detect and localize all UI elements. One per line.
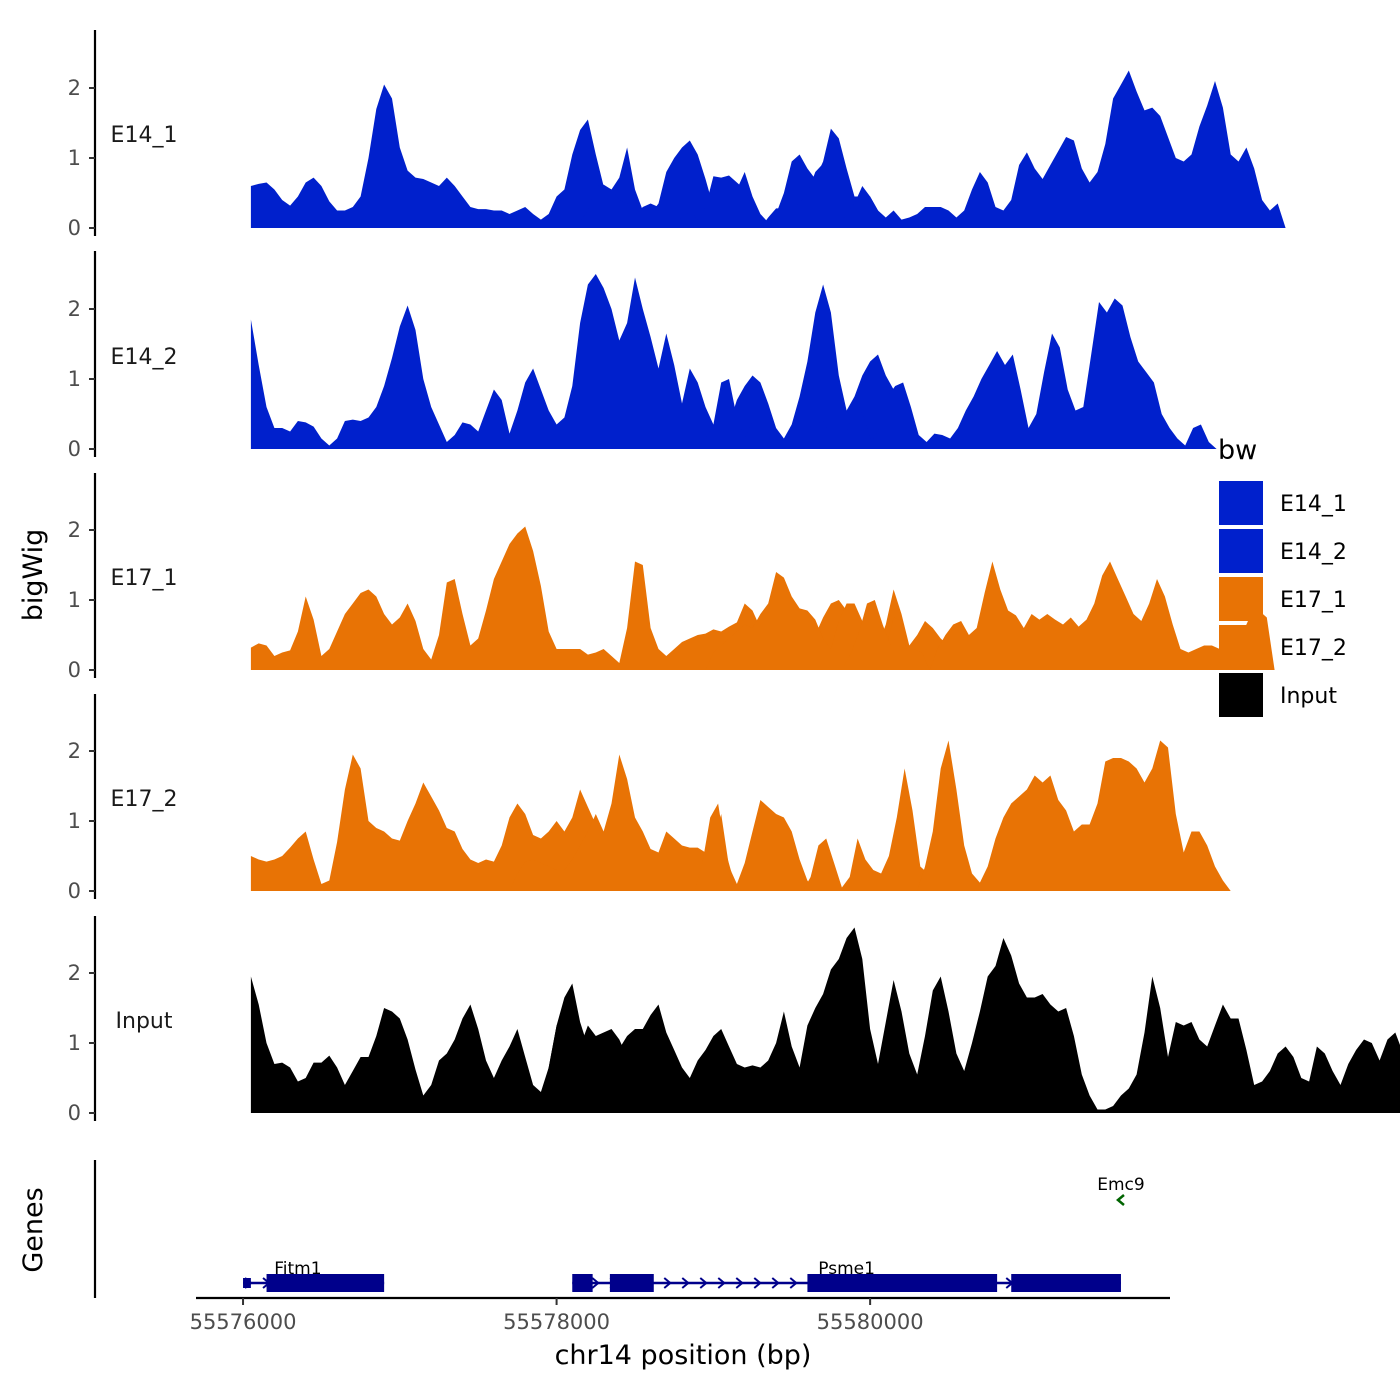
strand-arrow xyxy=(663,1277,672,1289)
x-tick-label: 55580000 xyxy=(817,1310,924,1334)
track-label: E17_1 xyxy=(111,566,178,591)
legend-label: E17_1 xyxy=(1280,588,1347,613)
legend-label: Input xyxy=(1280,684,1337,709)
coverage-area xyxy=(917,740,1231,891)
track-E14_1: 0 1 2 E14_1 xyxy=(68,30,1286,240)
strand-arrow xyxy=(717,1277,726,1289)
y-tick-label: 2 xyxy=(68,518,81,542)
coverage-area xyxy=(250,84,777,228)
legend-swatch xyxy=(1219,529,1263,573)
strand-arrow xyxy=(681,1277,690,1289)
x-axis-title: chr14 position (bp) xyxy=(555,1340,812,1371)
track-label: E14_2 xyxy=(111,345,178,370)
gene-Psme1: Psme1 xyxy=(572,1259,1121,1292)
legend-label: E17_2 xyxy=(1280,636,1347,661)
gene-exon xyxy=(266,1274,385,1292)
strand-arrow xyxy=(771,1277,780,1289)
y-tick-label: 1 xyxy=(68,1031,81,1055)
coverage-area xyxy=(509,754,816,891)
y-tick-label: 0 xyxy=(68,216,81,240)
coverage-area xyxy=(694,803,742,891)
strand-arrow xyxy=(699,1277,708,1289)
gene-exon xyxy=(609,1274,654,1292)
y-tick-label: 0 xyxy=(68,658,81,682)
gene-Fitm1: Fitm1 xyxy=(243,1259,385,1292)
y-axis-title: bigWig xyxy=(18,529,49,622)
coverage-area xyxy=(250,754,628,891)
track-label: Input xyxy=(116,1009,173,1034)
x-tick-label: 55576000 xyxy=(190,1310,297,1334)
legend-label: E14_1 xyxy=(1280,492,1347,517)
y-tick-label: 0 xyxy=(68,879,81,903)
track-label: E17_2 xyxy=(111,787,178,812)
x-tick-label: 55578000 xyxy=(503,1310,610,1334)
coverage-area xyxy=(843,561,1275,670)
genes-axis-title: Genes xyxy=(18,1187,49,1272)
gene-exon xyxy=(243,1278,251,1288)
gene-exon xyxy=(807,1274,998,1292)
track-E17_2: 0 1 2 E17_2 xyxy=(68,694,1231,903)
legend-item-Input: Input xyxy=(1219,673,1337,717)
axis-layer: 55576000 55578000 55580000 xyxy=(190,1296,1170,1334)
y-tick-label: 1 xyxy=(68,146,81,170)
legend-item-E14_1: E14_1 xyxy=(1219,481,1347,525)
legend: bw E14_1 E14_2 E17_1 E17_2 Input xyxy=(1218,435,1347,717)
legend-item-E14_2: E14_2 xyxy=(1219,529,1347,573)
genes-layer: Fitm1 Psme1 Emc9 xyxy=(93,1160,1145,1298)
track-label: E14_1 xyxy=(111,123,178,148)
y-tick-label: 0 xyxy=(68,437,81,461)
gene-exon xyxy=(572,1274,593,1292)
y-tick-label: 2 xyxy=(68,76,81,100)
coverage-area xyxy=(799,400,855,449)
y-tick-label: 1 xyxy=(68,367,81,391)
y-tick-label: 0 xyxy=(68,1101,81,1125)
legend-title: bw xyxy=(1218,435,1257,466)
legend-item-E17_1: E17_1 xyxy=(1219,577,1347,621)
gene-label: Fitm1 xyxy=(274,1259,321,1279)
y-tick-label: 2 xyxy=(68,739,81,763)
gene-Emc9: Emc9 xyxy=(1097,1175,1145,1206)
legend-swatch xyxy=(1219,673,1263,717)
gene-label: Psme1 xyxy=(818,1259,875,1279)
legend-swatch xyxy=(1219,577,1263,621)
track-Input: 0 1 2 Input xyxy=(68,916,1400,1125)
strand-arrow xyxy=(1116,1194,1125,1206)
gene-label: Emc9 xyxy=(1097,1175,1144,1195)
gene-exon xyxy=(1011,1274,1121,1292)
y-tick-label: 2 xyxy=(68,961,81,985)
coverage-area xyxy=(650,412,698,449)
tracks-layer: 0 1 2 E14_1 0 1 2 E14_2 0 1 2 E17_1 0 1 2 E17_2 0 1 2 Input xyxy=(68,30,1400,1125)
y-tick-label: 1 xyxy=(68,809,81,833)
strand-arrow xyxy=(591,1277,600,1289)
strand-arrow xyxy=(735,1277,744,1289)
coverage-area xyxy=(838,70,1286,228)
coverage-area xyxy=(840,298,1217,449)
track-E17_1: 0 1 2 E17_1 xyxy=(68,473,1275,682)
legend-swatch xyxy=(1219,481,1263,525)
strand-arrow xyxy=(753,1277,762,1289)
coverage-area xyxy=(697,379,839,449)
y-tick-label: 1 xyxy=(68,588,81,612)
y-tick-label: 2 xyxy=(68,297,81,321)
legend-item-E17_2: E17_2 xyxy=(1219,625,1347,669)
strand-arrow xyxy=(789,1277,798,1289)
track-E14_2: 0 1 2 E14_2 xyxy=(68,251,1217,461)
coverage-area xyxy=(533,927,1400,1113)
legend-label: E14_2 xyxy=(1280,540,1347,565)
legend-swatch xyxy=(1219,625,1263,669)
